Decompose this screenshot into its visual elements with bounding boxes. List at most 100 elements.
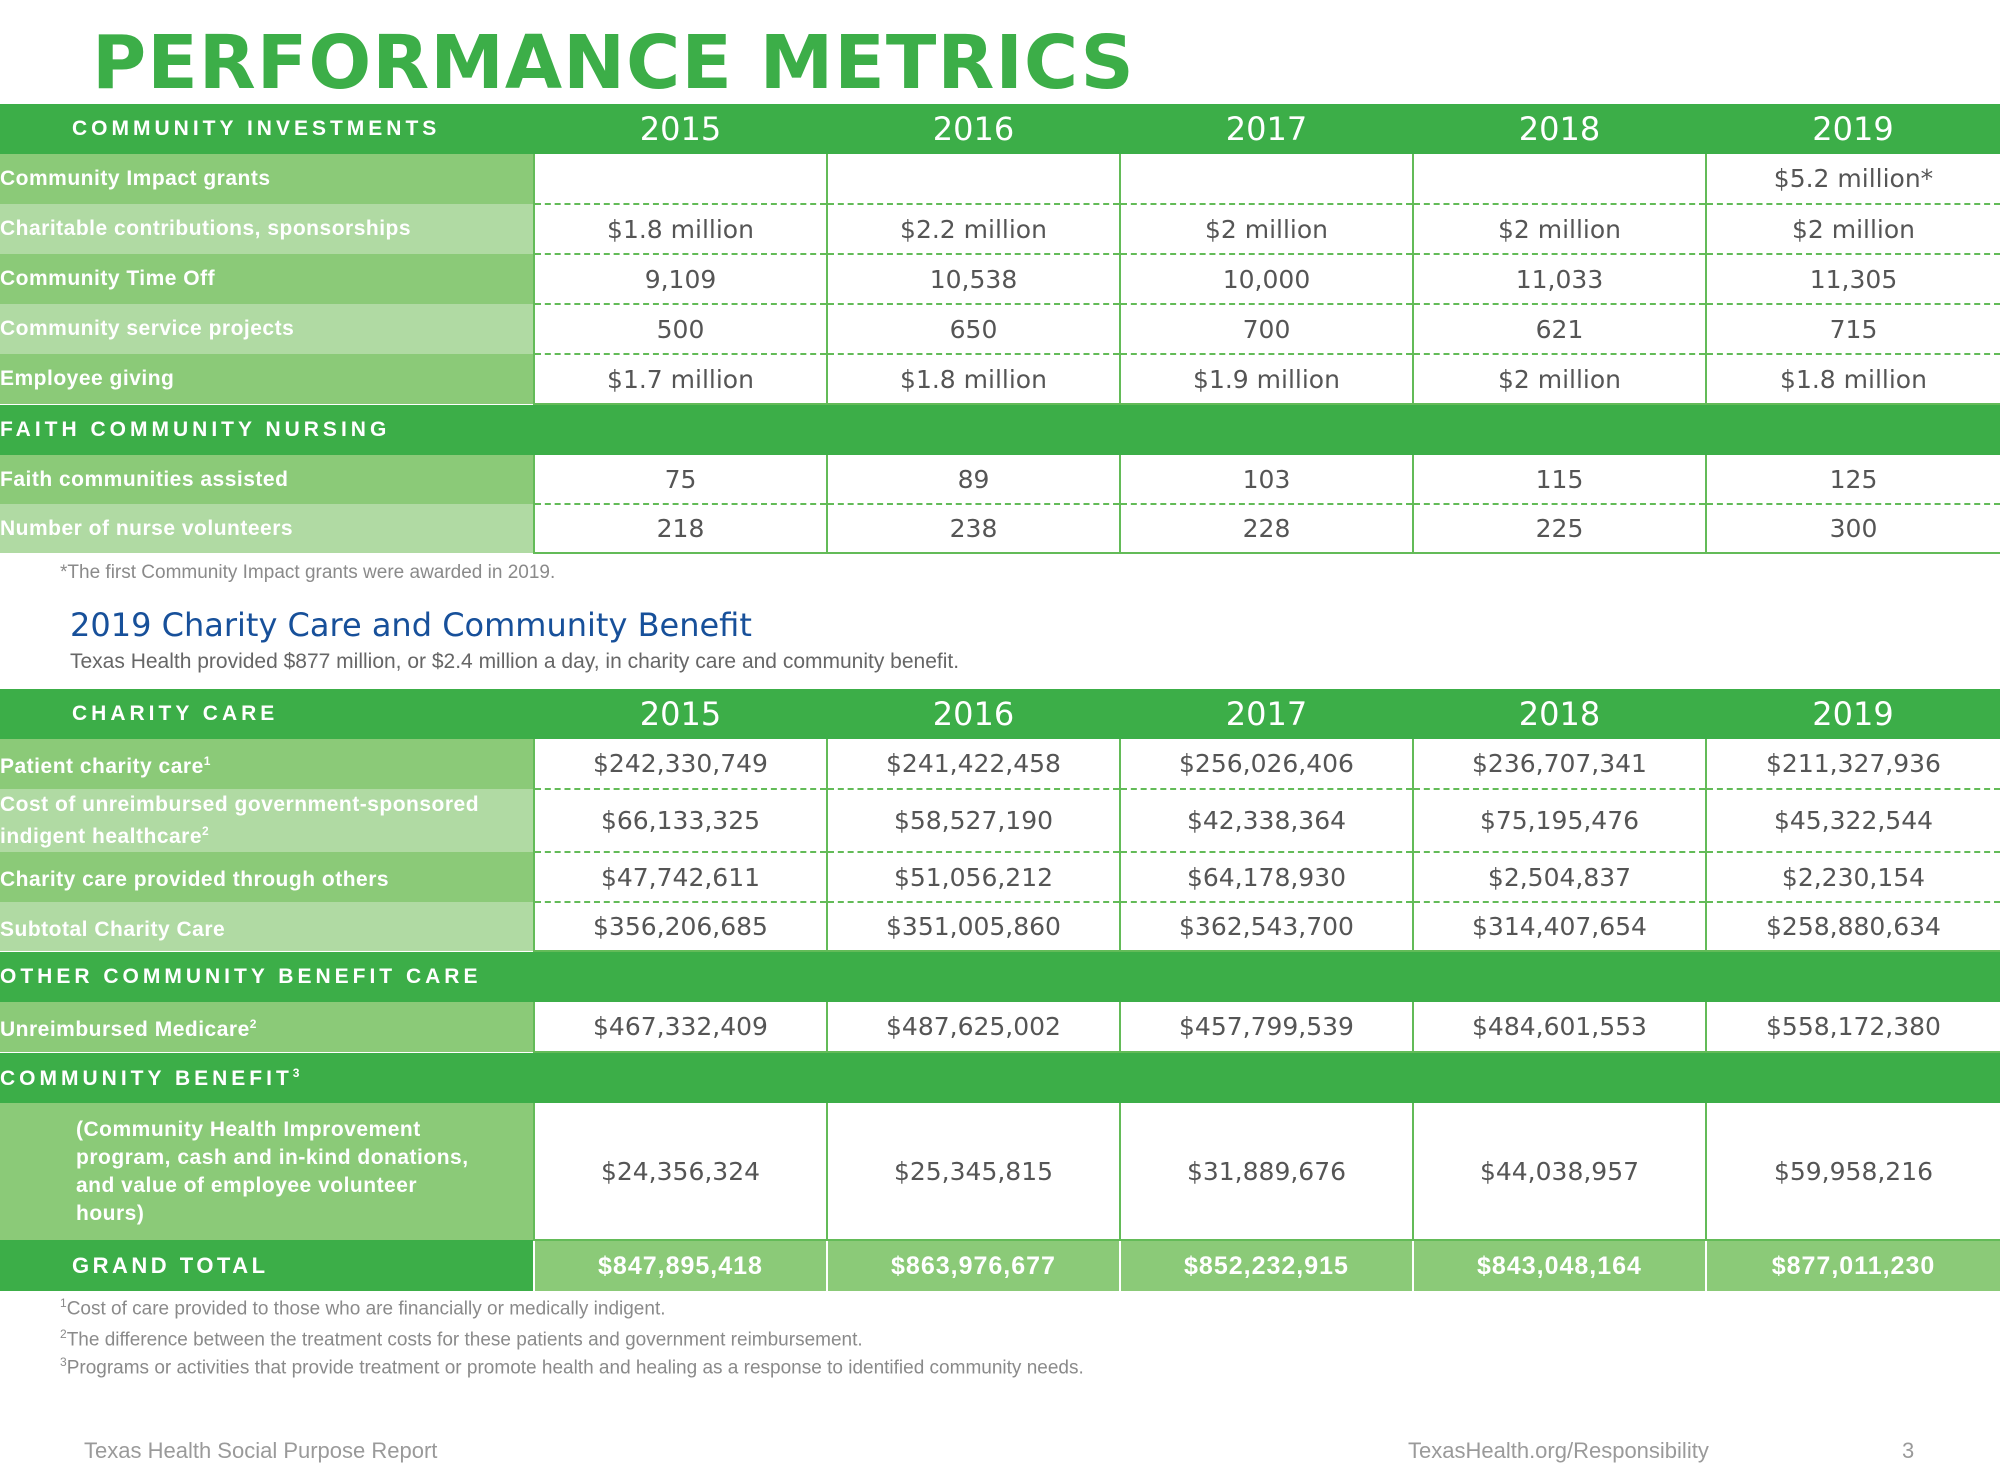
- footnote-mark: 1: [60, 1296, 67, 1310]
- row-label: Employee giving: [0, 354, 534, 404]
- cell-value: $467,332,409: [533, 1002, 827, 1053]
- grand-total-value: $852,232,915: [1119, 1240, 1413, 1291]
- cell-value: $1.8 million: [533, 204, 827, 255]
- grand-total-label: GRAND TOTAL: [0, 1240, 534, 1291]
- row-label: Community service projects: [0, 304, 534, 354]
- footnote-text: Cost of care provided to those who are f…: [66, 1298, 666, 1320]
- row-label: Patient charity care1: [0, 739, 534, 789]
- cell-value: $314,407,654: [1412, 902, 1706, 952]
- cell-value: 10,000: [1119, 254, 1413, 305]
- footnote-text: The difference between the treatment cos…: [66, 1329, 863, 1351]
- row-label-text: Patient charity care: [0, 755, 204, 778]
- cell-value: $47,742,611: [533, 852, 827, 903]
- cell-value: 218: [533, 504, 827, 554]
- cell-value: $58,527,190: [826, 789, 1120, 853]
- section-subtitle: Texas Health provided $877 million, or $…: [70, 650, 960, 673]
- table-row: Charitable contributions, sponsorships $…: [0, 204, 2000, 255]
- cell-value: 75: [533, 455, 827, 505]
- cell-value: $241,422,458: [826, 739, 1120, 790]
- cell-value: 11,033: [1412, 254, 1706, 305]
- cell-value: 500: [533, 304, 827, 355]
- table-row: Unreimbursed Medicare2 $467,332,409 $487…: [0, 1002, 2000, 1053]
- cell-value: $242,330,749: [533, 739, 827, 790]
- cell-value: [1119, 154, 1413, 205]
- year-header: 2015: [534, 104, 827, 154]
- section-header: COMMUNITY INVESTMENTS: [0, 104, 534, 154]
- cell-value: $2,230,154: [1705, 852, 2000, 903]
- cell-value: 225: [1412, 504, 1706, 554]
- cell-value: 11,305: [1705, 254, 2000, 305]
- table-row: Number of nurse volunteers 218 238 228 2…: [0, 504, 2000, 554]
- year-header: 2017: [1120, 104, 1413, 154]
- cell-value: 238: [826, 504, 1120, 554]
- cell-value: 228: [1119, 504, 1413, 554]
- cell-value: [533, 154, 827, 205]
- cell-value: $1.7 million: [533, 354, 827, 405]
- year-header: 2017: [1120, 689, 1413, 739]
- cell-value: 103: [1119, 455, 1413, 505]
- row-label: (Community Health Improvement program, c…: [0, 1103, 534, 1240]
- row-label-text: Cost of unreimbursed government-sponsore…: [0, 792, 480, 848]
- cell-value: $5.2 million*: [1705, 154, 2000, 205]
- table-row: Patient charity care1 $242,330,749 $241,…: [0, 739, 2000, 790]
- cell-value: $2,504,837: [1412, 852, 1706, 903]
- table-row: Community Impact grants $5.2 million*: [0, 154, 2000, 205]
- cell-value: $2 million: [1119, 204, 1413, 255]
- cell-value: $211,327,936: [1705, 739, 2000, 790]
- cell-value: 89: [826, 455, 1120, 505]
- cell-value: $2 million: [1412, 204, 1706, 255]
- footnote-star: *The first Community Impact grants were …: [60, 562, 556, 583]
- row-label-text: Unreimbursed Medicare: [0, 1018, 250, 1041]
- cell-value: $51,056,212: [826, 852, 1120, 903]
- cell-value: [1412, 154, 1706, 205]
- cell-value: $558,172,380: [1705, 1002, 2000, 1053]
- row-label: Faith communities assisted: [0, 455, 534, 504]
- cell-value: $64,178,930: [1119, 852, 1413, 903]
- cell-value: 700: [1119, 304, 1413, 355]
- cell-value: $2.2 million: [826, 204, 1120, 255]
- cell-value: [826, 154, 1120, 205]
- year-header: 2016: [827, 104, 1120, 154]
- footnote-mark: 2: [202, 823, 210, 838]
- cell-value: $356,206,685: [533, 902, 827, 952]
- cell-value: $484,601,553: [1412, 1002, 1706, 1053]
- table-row: (Community Health Improvement program, c…: [0, 1103, 2000, 1241]
- cell-value: $25,345,815: [826, 1103, 1120, 1241]
- cell-value: $256,026,406: [1119, 739, 1413, 790]
- cell-value: 10,538: [826, 254, 1120, 305]
- row-label: Subtotal Charity Care: [0, 902, 534, 951]
- cell-value: $362,543,700: [1119, 902, 1413, 952]
- row-label: Community Impact grants: [0, 154, 534, 204]
- cell-value: 300: [1705, 504, 2000, 554]
- footnote-mark: 1: [203, 754, 211, 768]
- cell-value: $75,195,476: [1412, 789, 1706, 853]
- cell-value: $44,038,957: [1412, 1103, 1706, 1241]
- cell-value: 621: [1412, 304, 1706, 355]
- grand-total-value: $847,895,418: [533, 1240, 827, 1291]
- cell-value: $66,133,325: [533, 789, 827, 853]
- section-header: FAITH COMMUNITY NURSING: [0, 404, 2000, 455]
- footnote-mark: 2: [249, 1017, 257, 1031]
- cell-value: $2 million: [1705, 204, 2000, 255]
- cell-value: 650: [826, 304, 1120, 355]
- table-row: Faith communities assisted 75 89 103 115…: [0, 455, 2000, 505]
- year-header: 2018: [1413, 104, 1706, 154]
- section-header: COMMUNITY BENEFIT3: [0, 1052, 2000, 1103]
- row-label: Cost of unreimbursed government-sponsore…: [0, 789, 534, 852]
- table-row: Employee giving $1.7 million $1.8 millio…: [0, 354, 2000, 405]
- cell-value: $24,356,324: [533, 1103, 827, 1241]
- cell-value: $2 million: [1412, 354, 1706, 405]
- footer-report-name: Texas Health Social Purpose Report: [84, 1438, 438, 1463]
- row-label-text: Subtotal Charity Care: [0, 917, 226, 941]
- page-number: 3: [1902, 1438, 1915, 1463]
- footnote-text: Programs or activities that provide trea…: [66, 1357, 1084, 1379]
- cell-value: $42,338,364: [1119, 789, 1413, 853]
- cell-value: $487,625,002: [826, 1002, 1120, 1053]
- row-label: Unreimbursed Medicare2: [0, 1002, 534, 1052]
- footnote: 3Programs or activities that provide tre…: [60, 1355, 1084, 1379]
- table-row: Community Time Off 9,109 10,538 10,000 1…: [0, 254, 2000, 305]
- cell-value: $457,799,539: [1119, 1002, 1413, 1053]
- row-label-text: Charity care provided through others: [0, 868, 390, 891]
- section-header-text: COMMUNITY BENEFIT: [0, 1066, 293, 1090]
- cell-value: $59,958,216: [1705, 1103, 2000, 1241]
